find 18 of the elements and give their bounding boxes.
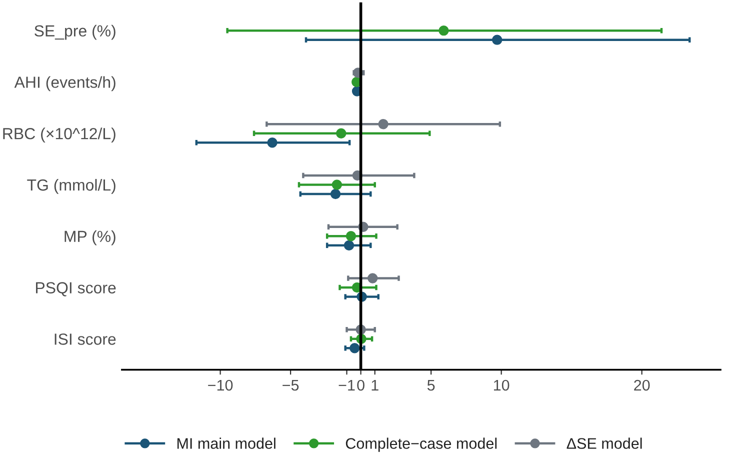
legend-label: ΔSE model	[566, 438, 642, 449]
x-tick-label: −1	[338, 380, 355, 391]
y-tick-label: PSQI score	[36, 282, 116, 296]
y-tick-label: SE_pre (%)	[34, 24, 116, 40]
y-tick-label: RBC (×10^12/L)	[3, 128, 116, 142]
x-tick-label: −10	[208, 380, 233, 391]
x-tick-label: 1	[372, 380, 378, 391]
x-tick-label: 0	[357, 380, 364, 391]
x-tick-label: 10	[494, 380, 510, 391]
y-tick-label: TG (mmol/L)	[27, 178, 116, 194]
x-tick-label: 5	[427, 380, 435, 391]
legend-label: Complete−case model	[346, 438, 497, 452]
legend-label: MI main model	[177, 438, 276, 449]
x-tick-label: −5	[282, 380, 299, 391]
y-tick-label: AHI (events/h)	[14, 76, 116, 92]
x-tick-label: 20	[634, 380, 650, 391]
y-tick-label: MP (%)	[64, 230, 116, 246]
y-tick-label: ISI score	[54, 334, 116, 345]
